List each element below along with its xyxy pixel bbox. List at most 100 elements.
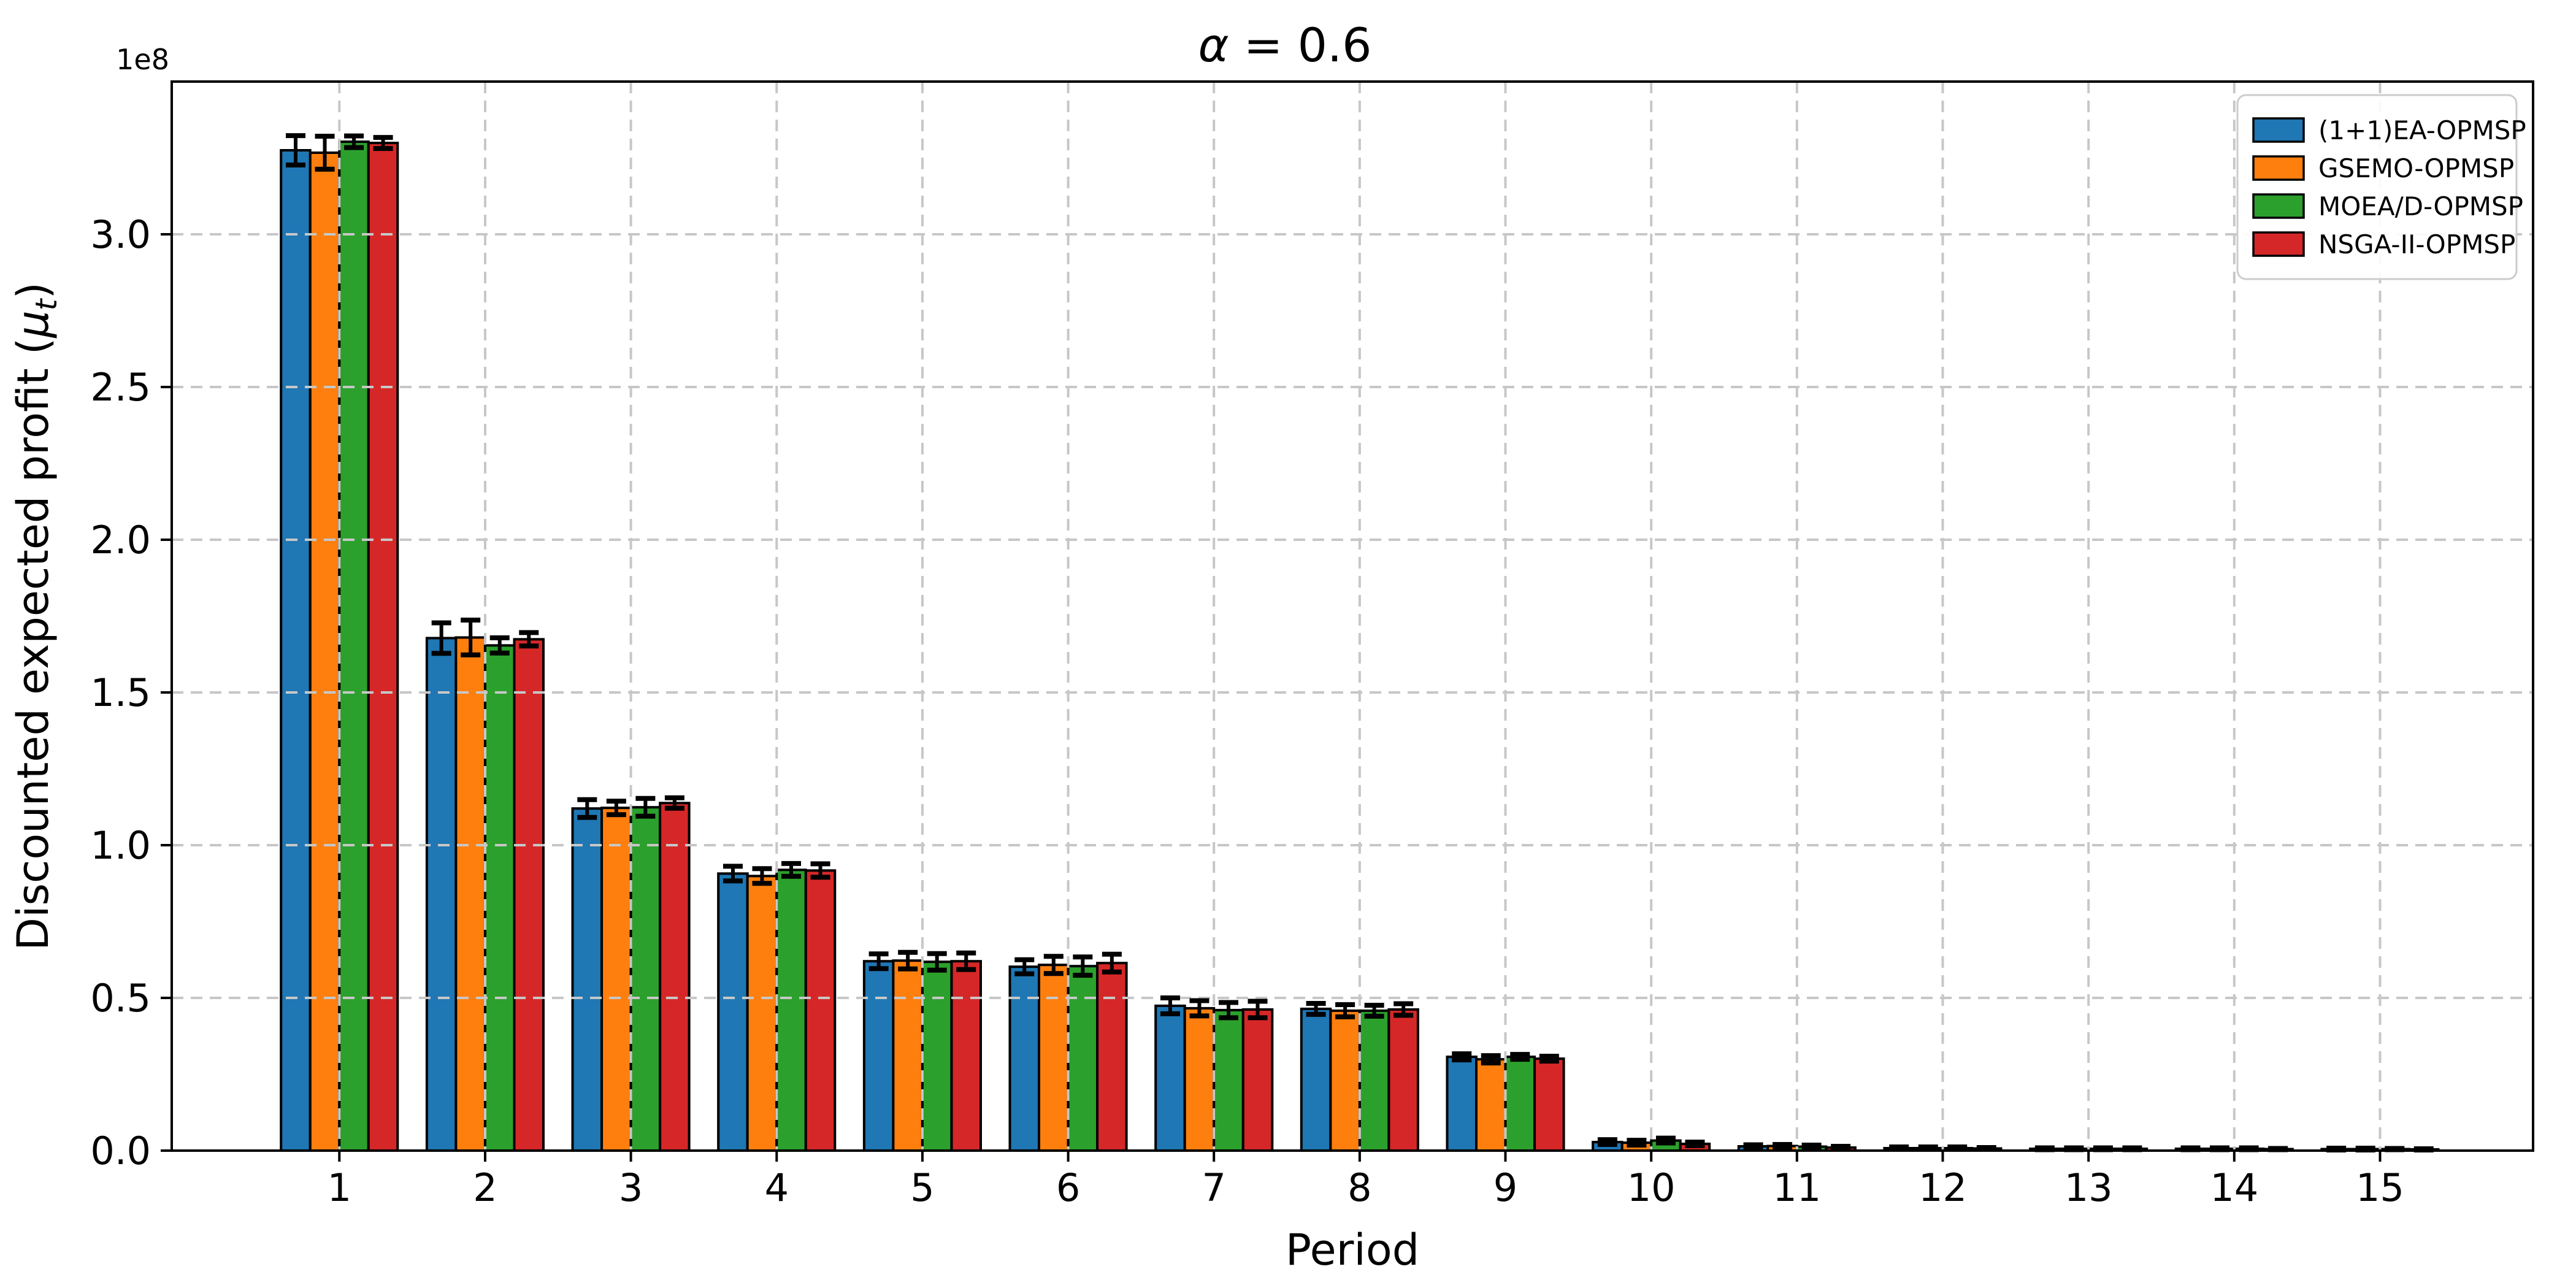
errorbar-GSEMO-OPMSP-period-7 (1189, 998, 1209, 1019)
errorbar-GSEMO-OPMSP-period-9 (1481, 1053, 1501, 1066)
x-tick-label-3: 3 (619, 1165, 643, 1210)
bar-MOEA/D-OPMSP-period-7 (1213, 1008, 1244, 1152)
bar-(1+1)EA-OPMSP-period-2 (425, 637, 458, 1152)
errorbar-MOEA/D-OPMSP-period-11 (1801, 1143, 1822, 1151)
bar-NSGA-II-OPMSP-period-2 (513, 638, 545, 1152)
errorbar-MOEA/D-OPMSP-period-1 (344, 133, 364, 150)
errorbar-MOEA/D-OPMSP-period-3 (635, 795, 656, 819)
errorbar-GSEMO-OPMSP-period-8 (1335, 1002, 1355, 1019)
bar-GSEMO-OPMSP-period-1 (309, 151, 341, 1152)
legend-swatch-NSGA-II-OPMSP (2252, 231, 2305, 257)
x-tick-label-6: 6 (1056, 1165, 1080, 1210)
errorbar-GSEMO-OPMSP-period-5 (898, 949, 918, 972)
bar-(1+1)EA-OPMSP-period-7 (1154, 1004, 1186, 1152)
errorbar-NSGA-II-OPMSP-period-3 (664, 795, 684, 811)
bar-(1+1)EA-OPMSP-period-9 (1446, 1056, 1478, 1152)
y-tick-label-0.5: 0.5 (90, 976, 151, 1021)
errorbar-(1+1)EA-OPMSP-period-2 (431, 620, 451, 656)
errorbar-NSGA-II-OPMSP-period-2 (519, 630, 539, 649)
errorbar-NSGA-II-OPMSP-period-8 (1393, 1001, 1414, 1018)
errorbar-GSEMO-OPMSP-period-1 (315, 134, 335, 172)
errorbar-(1+1)EA-OPMSP-period-10 (1597, 1137, 1617, 1147)
bar-(1+1)EA-OPMSP-period-5 (862, 960, 895, 1152)
bar-MOEA/D-OPMSP-period-9 (1504, 1056, 1536, 1152)
bar-(1+1)EA-OPMSP-period-4 (717, 872, 749, 1152)
errorbar-(1+1)EA-OPMSP-period-1 (286, 133, 306, 167)
legend-swatch-(1+1)EA-OPMSP (2252, 117, 2305, 143)
errorbar-GSEMO-OPMSP-period-6 (1043, 954, 1064, 976)
chart-title: α = 0.6 (1198, 18, 1372, 72)
bar-GSEMO-OPMSP-period-6 (1038, 964, 1070, 1152)
x-tick-label-1: 1 (328, 1165, 351, 1210)
x-tick-label-11: 11 (1773, 1165, 1821, 1210)
errorbar-MOEA/D-OPMSP-period-4 (781, 861, 802, 879)
bar-NSGA-II-OPMSP-period-4 (804, 869, 837, 1152)
bar-NSGA-II-OPMSP-period-5 (950, 960, 982, 1152)
y-tick-label-1.5: 1.5 (90, 670, 151, 715)
bar-GSEMO-OPMSP-period-7 (1183, 1006, 1216, 1152)
errorbar-(1+1)EA-OPMSP-period-9 (1452, 1051, 1472, 1063)
bar-MOEA/D-OPMSP-period-8 (1358, 1009, 1390, 1152)
bar-NSGA-II-OPMSP-period-8 (1387, 1008, 1419, 1152)
bar-GSEMO-OPMSP-period-5 (892, 959, 924, 1152)
errorbar-MOEA/D-OPMSP-period-5 (927, 951, 947, 973)
x-tick-label-7: 7 (1202, 1165, 1225, 1210)
errorbar-(1+1)EA-OPMSP-period-4 (723, 864, 743, 884)
errorbar-GSEMO-OPMSP-period-12 (1918, 1144, 1938, 1152)
errorbar-(1+1)EA-OPMSP-period-11 (1743, 1142, 1763, 1151)
errorbar-NSGA-II-OPMSP-period-9 (1539, 1054, 1559, 1064)
x-tick-label-14: 14 (2210, 1165, 2258, 1210)
bar-NSGA-II-OPMSP-period-9 (1533, 1057, 1565, 1152)
errorbar-NSGA-II-OPMSP-period-4 (810, 861, 830, 880)
y-tick-label-3: 3.0 (90, 212, 151, 257)
bar-(1+1)EA-OPMSP-period-3 (571, 807, 603, 1152)
legend-label-MOEA/D-OPMSP: MOEA/D-OPMSP (2318, 191, 2523, 221)
errorbar-MOEA/D-OPMSP-period-9 (1510, 1052, 1530, 1062)
legend-label-(1+1)EA-OPMSP: (1+1)EA-OPMSP (2318, 115, 2526, 145)
x-tick-label-13: 13 (2064, 1165, 2113, 1210)
errorbar-(1+1)EA-OPMSP-period-6 (1014, 957, 1035, 976)
x-tick-label-5: 5 (910, 1165, 934, 1210)
legend-swatch-GSEMO-OPMSP (2252, 155, 2305, 181)
errorbar-(1+1)EA-OPMSP-period-7 (1160, 995, 1180, 1016)
bar-GSEMO-OPMSP-period-2 (454, 636, 486, 1152)
errorbar-GSEMO-OPMSP-period-3 (606, 799, 626, 818)
errorbar-NSGA-II-OPMSP-period-1 (373, 135, 393, 151)
errorbar-MOEA/D-OPMSP-period-8 (1364, 1003, 1384, 1019)
bar-GSEMO-OPMSP-period-9 (1475, 1058, 1507, 1152)
bar-MOEA/D-OPMSP-period-4 (775, 868, 807, 1152)
bar-(1+1)EA-OPMSP-period-6 (1008, 965, 1040, 1152)
errorbar-GSEMO-OPMSP-period-2 (461, 618, 481, 657)
errorbar-NSGA-II-OPMSP-period-5 (956, 950, 976, 972)
errorbar-MOEA/D-OPMSP-period-2 (489, 635, 510, 656)
bar-MOEA/D-OPMSP-period-5 (921, 960, 953, 1152)
y-tick-label-2.5: 2.5 (90, 365, 151, 410)
bar-MOEA/D-OPMSP-period-1 (338, 140, 370, 1152)
x-tick-label-4: 4 (765, 1165, 789, 1210)
plot-border (171, 80, 2534, 1152)
errorbar-GSEMO-OPMSP-period-10 (1627, 1138, 1647, 1148)
bar-NSGA-II-OPMSP-period-1 (367, 142, 399, 1152)
y-axis-label: Discounted expected profit (μt) (8, 282, 64, 951)
errorbar-MOEA/D-OPMSP-period-7 (1218, 1000, 1238, 1021)
errorbar-GSEMO-OPMSP-period-11 (1773, 1142, 1793, 1150)
errorbar-NSGA-II-OPMSP-period-6 (1102, 951, 1122, 975)
bar-(1+1)EA-OPMSP-period-8 (1300, 1007, 1332, 1152)
legend-label-GSEMO-OPMSP: GSEMO-OPMSP (2318, 153, 2514, 183)
legend-box (2236, 94, 2518, 280)
legend-swatch-MOEA/D-OPMSP (2252, 193, 2305, 219)
errorbar-GSEMO-OPMSP-period-4 (752, 866, 772, 886)
bar-MOEA/D-OPMSP-period-3 (629, 806, 662, 1152)
errorbar-(1+1)EA-OPMSP-period-8 (1306, 1001, 1326, 1017)
bar-NSGA-II-OPMSP-period-6 (1096, 962, 1128, 1152)
bar-GSEMO-OPMSP-period-4 (746, 875, 778, 1152)
x-axis-label: Period (1286, 1225, 1419, 1275)
x-tick-label-15: 15 (2356, 1165, 2404, 1210)
y-tick-label-0: 0.0 (90, 1129, 151, 1173)
errorbar-NSGA-II-OPMSP-period-11 (1831, 1144, 1851, 1151)
x-tick-label-12: 12 (1919, 1165, 1967, 1210)
legend-label-NSGA-II-OPMSP: NSGA-II-OPMSP (2318, 229, 2515, 259)
errorbar-(1+1)EA-OPMSP-period-12 (1889, 1144, 1909, 1152)
